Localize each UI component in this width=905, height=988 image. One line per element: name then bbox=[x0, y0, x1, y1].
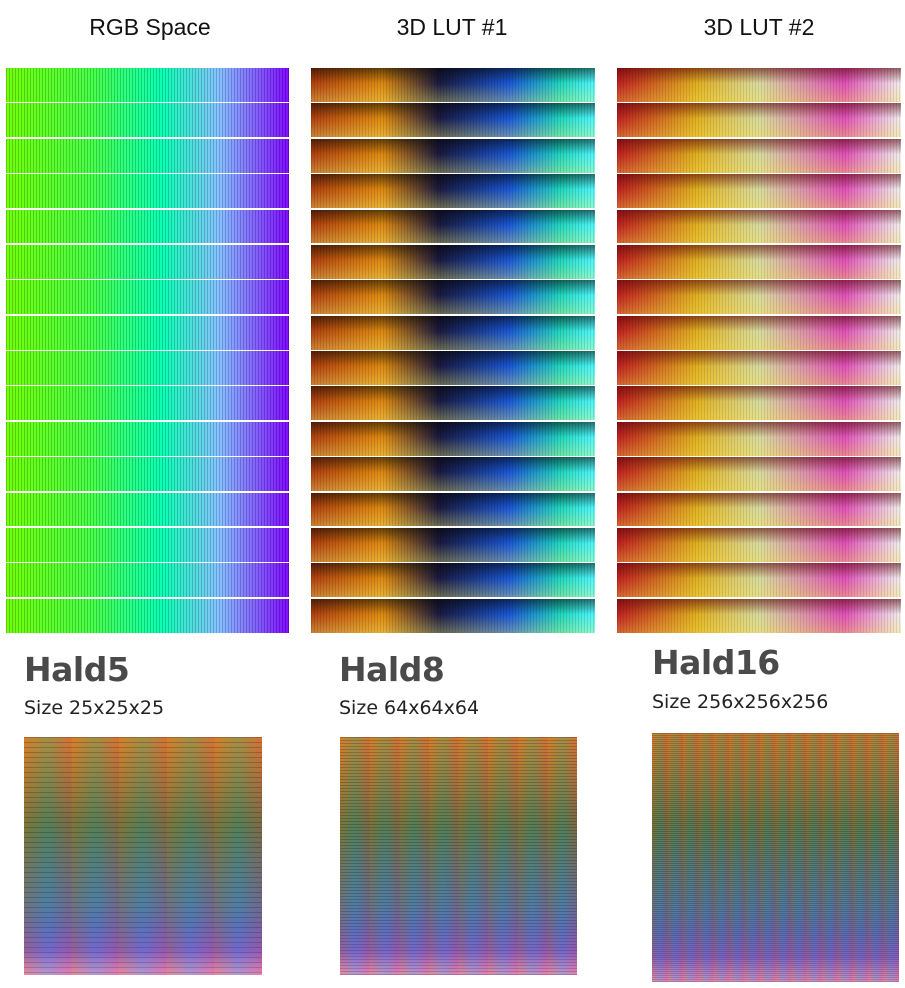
color-strip bbox=[6, 280, 289, 314]
color-strip bbox=[311, 316, 595, 350]
color-strip bbox=[617, 386, 901, 420]
color-strip bbox=[6, 457, 289, 491]
color-strip bbox=[6, 210, 289, 244]
color-strip bbox=[6, 599, 289, 633]
color-strip bbox=[617, 139, 901, 173]
color-strip bbox=[311, 528, 595, 562]
color-strip bbox=[617, 68, 901, 102]
color-strip bbox=[617, 351, 901, 385]
hald5-size: Size 25x25x25 bbox=[24, 697, 164, 719]
hald-tint-layer bbox=[652, 733, 899, 982]
color-strip bbox=[311, 68, 595, 102]
color-strip bbox=[311, 245, 595, 279]
color-strip bbox=[311, 280, 595, 314]
color-strip bbox=[6, 245, 289, 279]
color-strip bbox=[617, 245, 901, 279]
color-strip bbox=[6, 493, 289, 527]
color-strip bbox=[6, 139, 289, 173]
color-strip bbox=[617, 528, 901, 562]
color-strip bbox=[311, 457, 595, 491]
color-strip bbox=[6, 103, 289, 137]
color-strip bbox=[6, 563, 289, 597]
color-strip bbox=[6, 528, 289, 562]
hald5-title: Hald5 bbox=[24, 650, 129, 689]
color-strip bbox=[311, 210, 595, 244]
color-strip bbox=[6, 422, 289, 456]
color-strip bbox=[311, 386, 595, 420]
hald8-title: Hald8 bbox=[339, 650, 444, 689]
color-strip bbox=[617, 457, 901, 491]
color-strip bbox=[617, 316, 901, 350]
hald8-image bbox=[340, 737, 577, 975]
color-strip bbox=[6, 351, 289, 385]
color-strip bbox=[311, 351, 595, 385]
color-strip bbox=[617, 210, 901, 244]
hald16-title: Hald16 bbox=[652, 643, 780, 682]
color-strip bbox=[617, 280, 901, 314]
hald-tint-layer bbox=[340, 737, 577, 975]
color-strip bbox=[311, 599, 595, 633]
rgb-space-title: RGB Space bbox=[0, 14, 300, 41]
color-strip bbox=[6, 68, 289, 102]
lut2-title: 3D LUT #2 bbox=[609, 14, 905, 41]
color-strip bbox=[617, 422, 901, 456]
color-strip bbox=[617, 103, 901, 137]
hald5-image bbox=[24, 737, 262, 975]
color-strip bbox=[311, 139, 595, 173]
color-strip bbox=[6, 174, 289, 208]
hald-tint-layer bbox=[24, 737, 262, 975]
color-strip bbox=[6, 316, 289, 350]
color-strip bbox=[617, 599, 901, 633]
lut1-title: 3D LUT #1 bbox=[302, 14, 602, 41]
hald16-image bbox=[652, 733, 899, 982]
color-strip bbox=[311, 563, 595, 597]
rgb-space-strips bbox=[6, 68, 289, 634]
color-strip bbox=[617, 563, 901, 597]
color-strip bbox=[6, 386, 289, 420]
hald8-size: Size 64x64x64 bbox=[339, 697, 479, 719]
color-strip bbox=[617, 174, 901, 208]
color-strip bbox=[311, 493, 595, 527]
color-strip bbox=[617, 493, 901, 527]
color-strip bbox=[311, 422, 595, 456]
lut1-strips bbox=[311, 68, 595, 634]
color-strip bbox=[311, 103, 595, 137]
color-strip bbox=[311, 174, 595, 208]
lut2-strips bbox=[617, 68, 901, 634]
hald16-size: Size 256x256x256 bbox=[652, 691, 828, 713]
